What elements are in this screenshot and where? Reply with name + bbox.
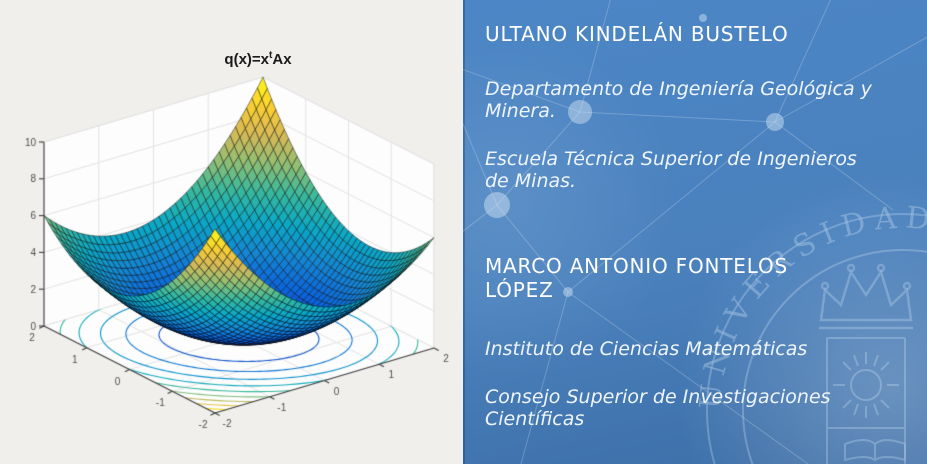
- author1-name: ULTANO KINDELÁN BUSTELO: [485, 22, 789, 46]
- author2-affiliation-2: Consejo Superior de Investigaciones Cien…: [485, 386, 831, 431]
- surface-figure-pane: q(x)=xtAx: [0, 0, 463, 464]
- author2-affiliation-1: Instituto de Ciencias Matemáticas: [485, 338, 808, 360]
- surface-plot-canvas: [0, 0, 463, 464]
- plot-title-superscript: t: [269, 50, 273, 61]
- credits-panel: UNIVERSIDAD✶POLITECNICA✶DE✶MADRID: [463, 0, 927, 464]
- author2-name: MARCO ANTONIO FONTELOS LÓPEZ: [485, 254, 788, 303]
- plot-title: q(x)=xtAx: [224, 50, 291, 68]
- plot-title-prefix: q(x)=x: [224, 51, 270, 68]
- book-icon: [844, 439, 906, 462]
- author1-affiliation-2: Escuela Técnica Superior de Ingenieros d…: [485, 148, 857, 193]
- network-node-icon: [699, 14, 707, 22]
- network-node-icon: [484, 192, 510, 218]
- author1-affiliation-1: Departamento de Ingeniería Geológica y M…: [485, 78, 872, 123]
- plot-title-suffix: Ax: [272, 51, 292, 68]
